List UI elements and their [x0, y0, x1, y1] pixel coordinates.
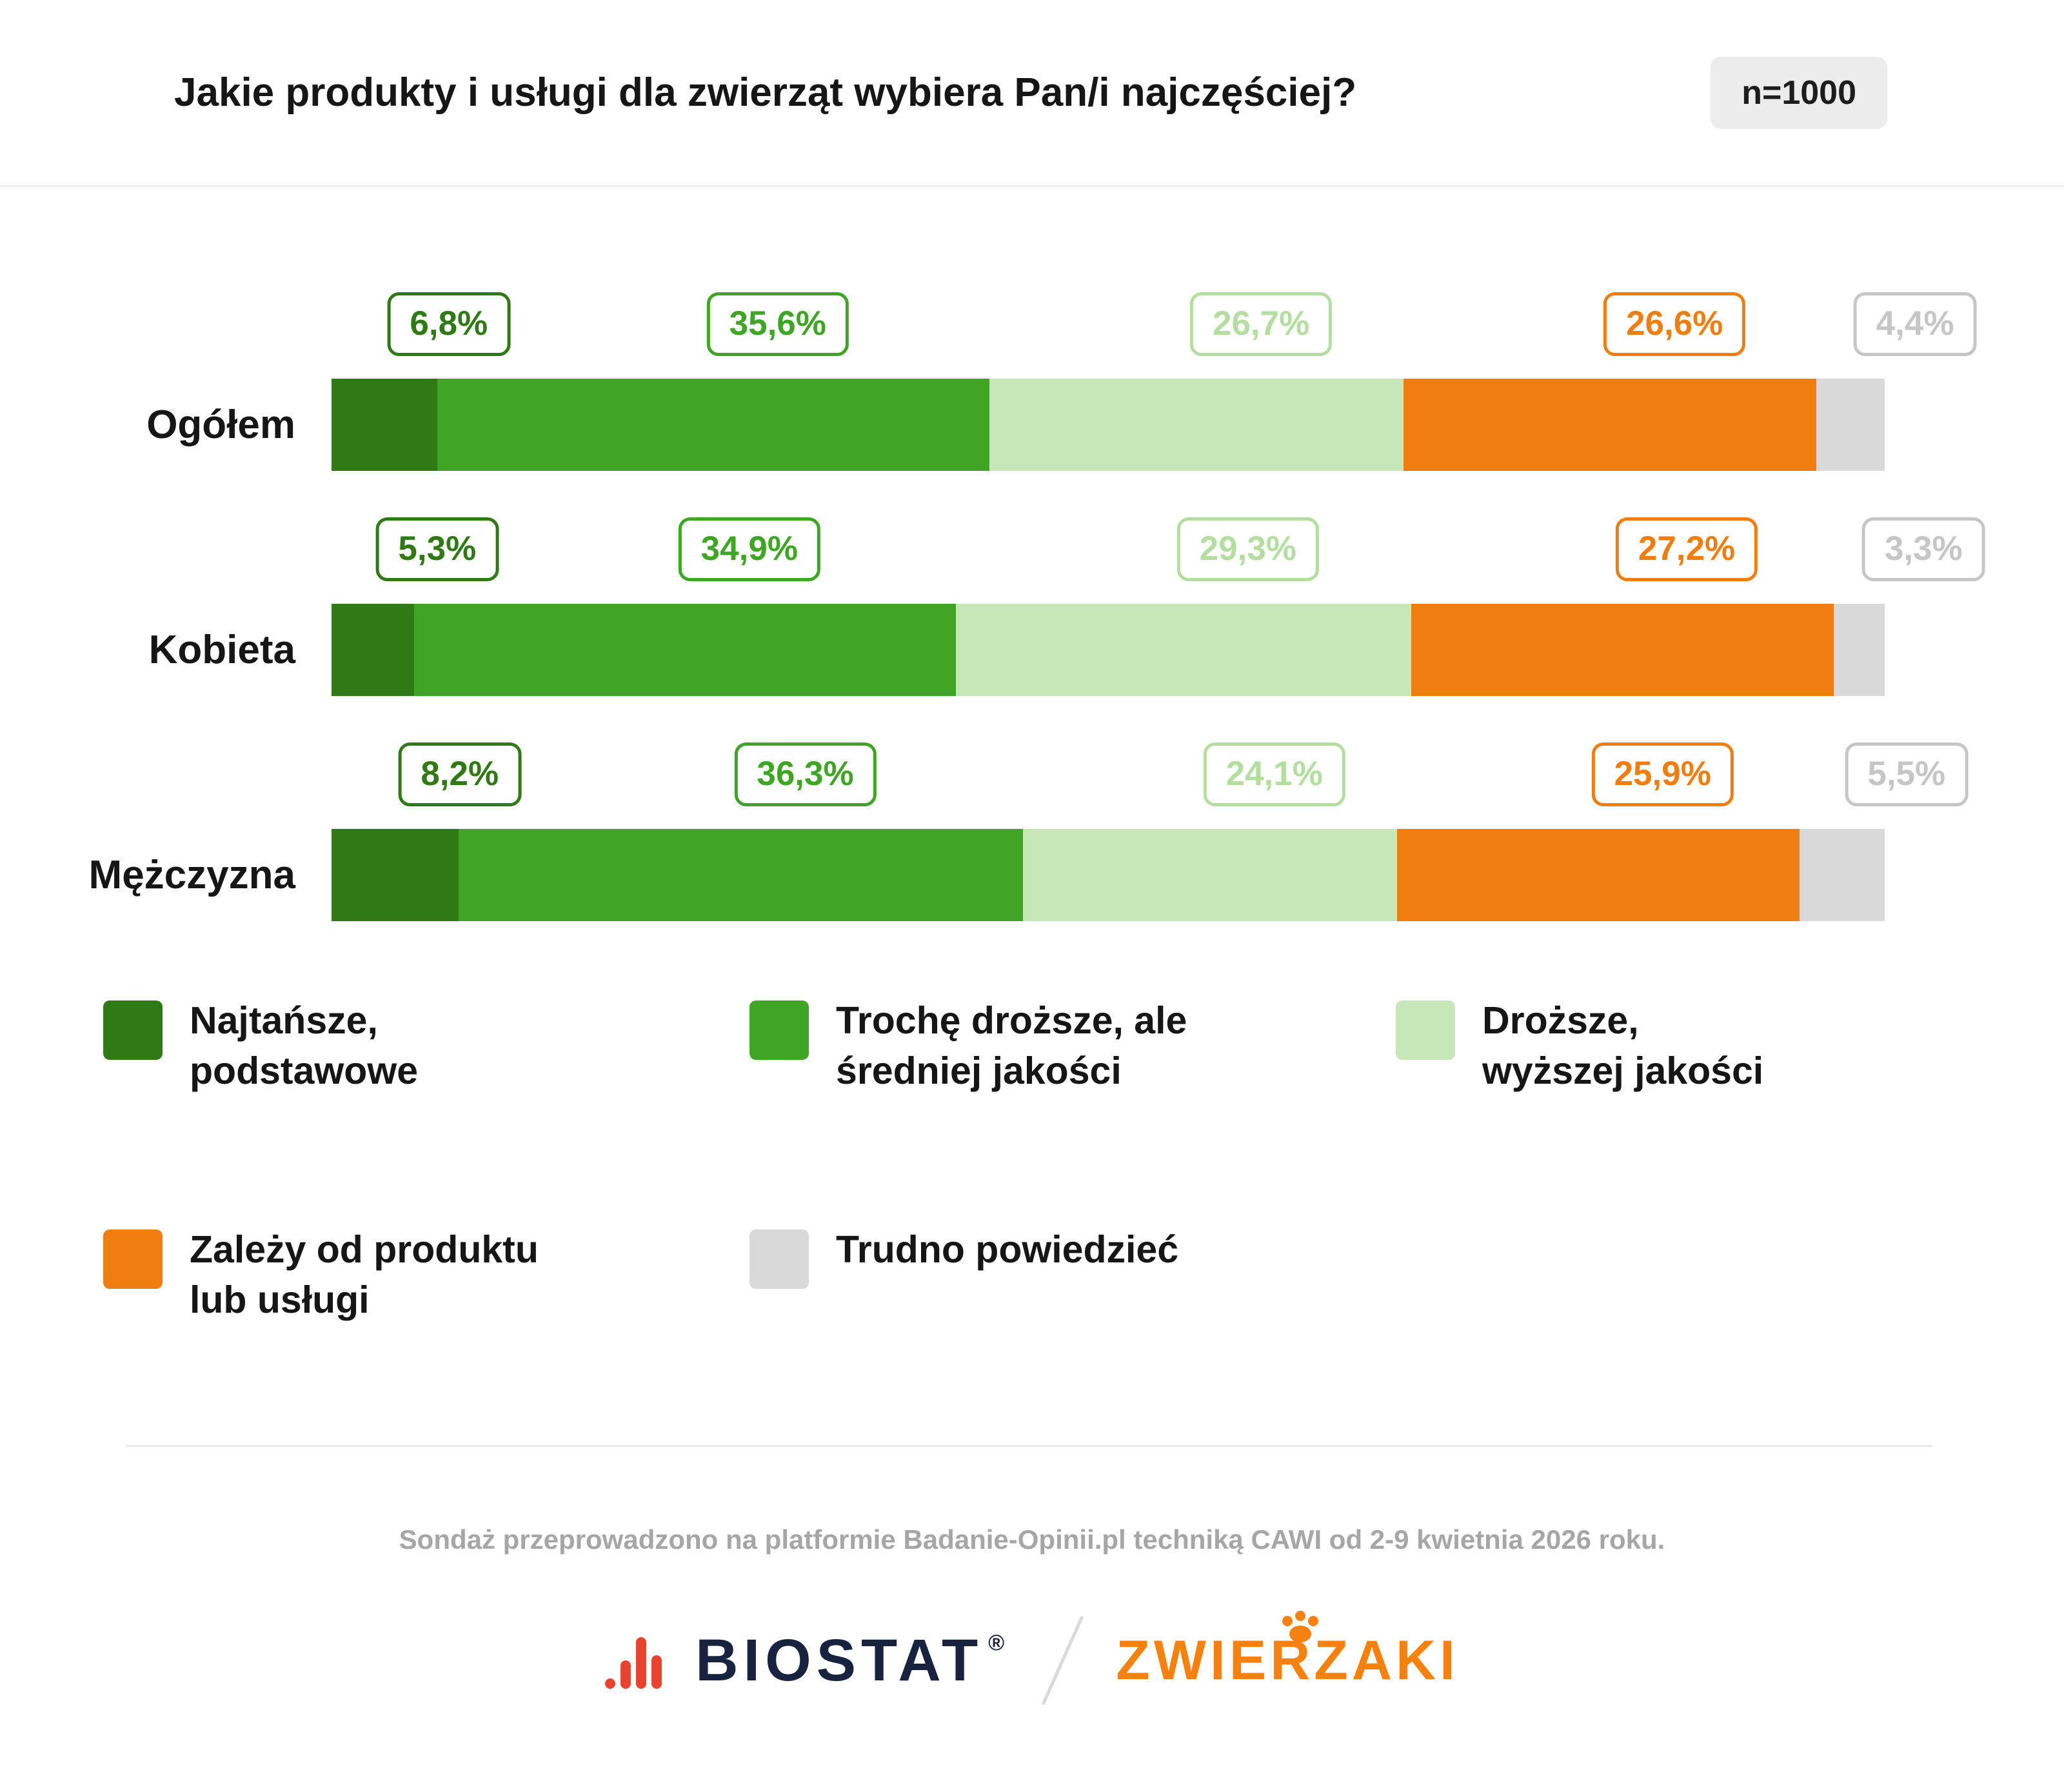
- value-label: 35,6%: [706, 292, 849, 356]
- legend-label: Zależy od produktu lub usługi: [190, 1228, 539, 1322]
- stacked-bar: [332, 379, 1885, 471]
- brand-row: BIOSTAT ® ZWIERZAKI: [0, 1610, 2064, 1709]
- stacked-bar: [332, 604, 1885, 696]
- bar-segment: [413, 604, 957, 696]
- legend-label: Trochę droższe, ale średniej jakości: [836, 999, 1187, 1093]
- biostat-logo-text: BIOSTAT ®: [695, 1631, 1009, 1690]
- chart-rows: 6,8% 35,6% 26,7% 26,6% 4,4% Ogółem 5,3% 34,9% 29…: [0, 292, 1985, 921]
- value-label: 29,3%: [1176, 517, 1319, 581]
- legend-item: Droższe, wyższej jakości: [1396, 995, 2042, 1097]
- bar-segment: [459, 829, 1023, 921]
- legend-row: Najtańsze, podstawowe Trochę droższe, ale ś…: [103, 995, 2064, 1097]
- legend-label: Trudno powiedzieć: [836, 1228, 1179, 1271]
- chart-row: 8,2% 36,3% 24,1% 25,9% 5,5% Mężczyzna: [0, 742, 1969, 921]
- bar-segment: [332, 829, 459, 921]
- registered-trademark-mark: ®: [988, 1630, 1010, 1655]
- legend-swatch: [103, 1229, 163, 1289]
- legend-item: Najtańsze, podstawowe: [103, 995, 749, 1097]
- value-label: 3,3%: [1861, 517, 1985, 581]
- chart-row: 6,8% 35,6% 26,7% 26,6% 4,4% Ogółem: [0, 292, 1977, 471]
- legend-item: Zależy od produktu lub usługi: [103, 1224, 749, 1326]
- value-label: 8,2%: [398, 742, 522, 806]
- sample-size-badge: n=1000: [1711, 56, 1887, 129]
- bar-segment: [1022, 829, 1397, 921]
- bar-segment: [1799, 829, 1885, 921]
- stacked-bar-chart: 6,8% 35,6% 26,7% 26,6% 4,4% Ogółem 5,3% 34,9% 29…: [0, 292, 1985, 921]
- bar-segment: [437, 379, 989, 471]
- value-label-row: 6,8% 35,6% 26,7% 26,6% 4,4%: [387, 292, 1977, 356]
- value-label: 34,9%: [678, 517, 820, 581]
- value-label: 26,6%: [1603, 292, 1746, 356]
- value-label: 25,9%: [1591, 742, 1734, 806]
- bar-segment: [1816, 379, 1885, 471]
- legend-swatch: [749, 1001, 809, 1060]
- value-label: 4,4%: [1853, 292, 1977, 356]
- divider-slash-icon: [1041, 1615, 1084, 1706]
- methodology-note: Sondaż przeprowadzono na platformie Bada…: [399, 1524, 1665, 1555]
- header: Jakie produkty i usługi dla zwierząt wyb…: [0, 0, 2064, 187]
- zwierzaki-wordmark: ZWIERZAKI: [1116, 1629, 1459, 1691]
- legend-label: Najtańsze, podstawowe: [190, 999, 419, 1093]
- category-label: Kobieta: [148, 628, 295, 672]
- legend-swatch: [103, 1001, 163, 1060]
- legend: Najtańsze, podstawowe Trochę droższe, ale ś…: [0, 995, 2064, 1326]
- legend-item: Trochę droższe, ale średniej jakości: [749, 995, 1396, 1097]
- bar-segment: [1833, 604, 1885, 696]
- bar-segment: [1404, 379, 1817, 471]
- value-label: 27,2%: [1615, 517, 1758, 581]
- zwierzaki-logo-text: ZWIERZAKI: [1116, 1610, 1459, 1688]
- legend-label: Droższe, wyższej jakości: [1482, 999, 1764, 1093]
- value-label-row: 5,3% 34,9% 29,3% 27,2% 3,3%: [375, 517, 1985, 581]
- stacked-bar: [332, 829, 1885, 921]
- chart-title: Jakie produkty i usługi dla zwierząt wyb…: [174, 70, 1357, 115]
- legend-row: Zależy od produktu lub usługi Trudno powie…: [103, 1224, 2064, 1326]
- category-label: Mężczyzna: [88, 853, 295, 897]
- value-label: 36,3%: [734, 742, 877, 806]
- bar-segment: [1396, 829, 1800, 921]
- legend-item: Trudno powiedzieć: [749, 1224, 1396, 1326]
- value-label: 6,8%: [387, 292, 511, 356]
- value-label: 5,3%: [375, 517, 499, 581]
- chart-row: 5,3% 34,9% 29,3% 27,2% 3,3% Kobieta: [0, 517, 1985, 696]
- value-label: 24,1%: [1203, 742, 1345, 806]
- bar-segment: [1411, 604, 1834, 696]
- divider: [126, 1444, 1932, 1447]
- legend-swatch: [1396, 1001, 1455, 1060]
- bar-segment: [956, 604, 1411, 696]
- bar-segment: [989, 379, 1404, 471]
- value-label: 5,5%: [1845, 742, 1969, 806]
- bar-segment: [332, 604, 414, 696]
- bar-segment: [332, 379, 437, 471]
- value-label: 26,7%: [1189, 292, 1333, 356]
- paw-icon: [1277, 1599, 1324, 1655]
- legend-swatch: [749, 1229, 809, 1289]
- value-label-row: 8,2% 36,3% 24,1% 25,9% 5,5%: [396, 742, 1969, 806]
- biostat-wordmark: BIOSTAT: [695, 1627, 984, 1693]
- category-label: Ogółem: [146, 403, 295, 447]
- biostat-chart-bars-icon: [605, 1624, 676, 1697]
